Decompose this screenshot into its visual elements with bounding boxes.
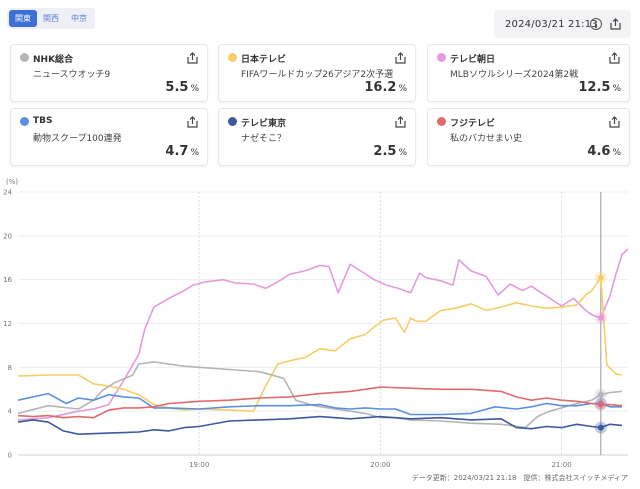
channel-color-dot	[20, 53, 29, 62]
series-line	[17, 361, 623, 429]
y-tick-label: 16	[3, 276, 12, 284]
channel-color-dot	[437, 53, 446, 62]
share-icon[interactable]	[609, 116, 620, 128]
program-title: 動物スクープ100連発	[33, 134, 122, 144]
program-title: 私のバカせまい史	[450, 134, 523, 144]
rating-number: 16.2	[364, 80, 397, 95]
rating-unit: %	[612, 148, 621, 158]
series-line	[17, 415, 623, 435]
series-line	[17, 276, 623, 412]
rating-value: 12.5%	[578, 80, 621, 95]
share-icon[interactable]	[187, 52, 198, 64]
card-tv-tokyo[interactable]: テレビ東京 ナゼそこ？ 2.5%	[218, 108, 416, 166]
rating-value: 4.7%	[165, 144, 199, 159]
card-ntv[interactable]: 日本テレビ FIFAワールドカップ26アジア2次予選 16.2%	[218, 44, 416, 102]
channel-name: テレビ東京	[241, 119, 287, 129]
ratings-line-chart[interactable]: (%) 0 4 8 12 16 20 24 19:00 20:00 21:00	[0, 175, 640, 489]
y-tick-label: 24	[3, 189, 12, 197]
y-tick-label: 4	[8, 408, 13, 416]
card-tv-asahi[interactable]: テレビ朝日 MLBソウルシリーズ2024第2戦 12.5%	[427, 44, 630, 102]
card-tbs[interactable]: TBS 動物スクープ100連発 4.7%	[10, 108, 208, 166]
share-icon[interactable]	[187, 116, 198, 128]
tab-kansai[interactable]: 関西	[43, 14, 59, 23]
x-tick-label: 19:00	[189, 461, 209, 469]
program-title: ナゼそこ？	[241, 134, 287, 144]
share-icon[interactable]	[610, 18, 621, 30]
y-tick-label: 20	[3, 232, 12, 240]
tab-chukyo[interactable]: 中京	[71, 14, 87, 23]
cursor-marker	[597, 315, 604, 322]
rating-unit: %	[190, 84, 199, 94]
rating-unit: %	[190, 148, 199, 158]
card-nhk[interactable]: NHK総合 ニュースウオッチ9 5.5%	[10, 44, 208, 102]
rating-value: 16.2%	[364, 80, 407, 95]
share-icon[interactable]	[609, 52, 620, 64]
card-fuji-tv[interactable]: フジテレビ 私のバカせまい史 4.6%	[427, 108, 630, 166]
rating-number: 2.5	[373, 144, 397, 159]
rating-value: 2.5%	[373, 144, 407, 159]
x-tick-label: 20:00	[370, 461, 390, 469]
y-tick-label: 8	[8, 364, 12, 372]
program-title: ニュースウオッチ9	[33, 70, 111, 80]
rating-number: 4.7	[165, 144, 189, 159]
channel-name: テレビ朝日	[450, 55, 496, 65]
rating-unit: %	[398, 148, 407, 158]
y-tick-label: 12	[3, 320, 12, 328]
program-title: MLBソウルシリーズ2024第2戦	[450, 70, 579, 80]
cursor-marker	[597, 274, 604, 281]
rating-unit: %	[612, 84, 621, 94]
rating-value: 4.6%	[587, 144, 621, 159]
share-icon[interactable]	[395, 116, 406, 128]
share-icon[interactable]	[395, 52, 406, 64]
channel-color-dot	[437, 117, 446, 126]
x-tick-label: 21:00	[551, 461, 571, 469]
channel-color-dot	[20, 117, 29, 126]
channel-name: フジテレビ	[450, 119, 496, 129]
y-axis-unit: (%)	[6, 178, 18, 186]
rating-unit: %	[398, 84, 407, 94]
data-update-note: データ更新：2024/03/21 21:18 提供：株式会社スイッチメディア	[411, 474, 628, 482]
info-icon[interactable]	[590, 18, 602, 30]
series-line	[17, 392, 622, 416]
channel-name: TBS	[33, 116, 53, 126]
region-tabs: 関東 関西 中京	[7, 8, 95, 29]
channel-color-dot	[228, 53, 237, 62]
ratings-chart[interactable]: (%) 0 4 8 12 16 20 24 19:00 20:00 21:00 データ更新：2024…	[0, 175, 640, 489]
tab-kanto[interactable]: 関東	[9, 10, 37, 27]
cursor-marker	[597, 424, 604, 431]
cursor-marker	[597, 391, 604, 398]
channel-name: NHK総合	[33, 55, 74, 65]
channel-color-dot	[228, 117, 237, 126]
rating-number: 5.5	[165, 80, 189, 95]
cursor-marker	[597, 401, 604, 408]
channel-name: 日本テレビ	[241, 55, 287, 65]
program-title: FIFAワールドカップ26アジア2次予選	[241, 70, 394, 80]
series-line	[17, 248, 629, 421]
rating-value: 5.5%	[165, 80, 199, 95]
series-line	[17, 386, 623, 419]
y-tick-label: 0	[8, 452, 12, 460]
rating-number: 4.6	[587, 144, 611, 159]
rating-number: 12.5	[578, 80, 611, 95]
timestamp-panel: 2024/03/21 21:13	[494, 10, 631, 38]
timestamp: 2024/03/21 21:13	[505, 18, 598, 30]
